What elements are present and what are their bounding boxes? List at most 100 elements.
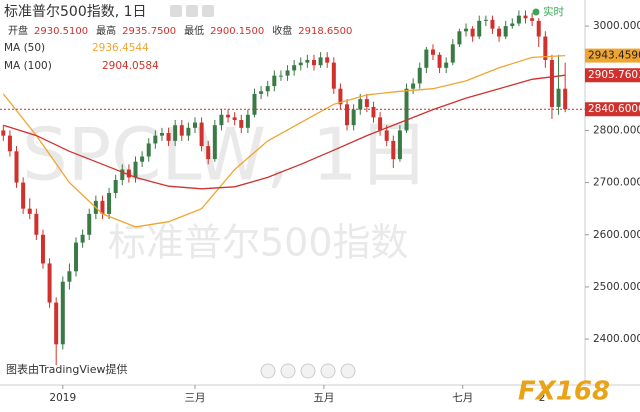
nav-button[interactable] [320, 363, 336, 379]
ohlc-value: 2935.7500 [122, 26, 176, 37]
candle-body [27, 208, 32, 214]
legend: 标准普尔500指数, 1日 实时 开盘 2930.5100 最高 2935.7500 最… [4, 4, 564, 72]
x-tick-label: 2 [539, 392, 546, 404]
legend-button[interactable] [186, 5, 198, 17]
candle-body [1, 130, 6, 136]
candle-body [40, 234, 45, 264]
candle-body [530, 18, 535, 21]
nav-button[interactable] [300, 363, 316, 379]
y-tick-label: 2400.0000 [593, 333, 640, 345]
candle-body [206, 146, 211, 160]
legend-button[interactable] [170, 5, 182, 17]
price-label-box [585, 48, 640, 63]
ohlc-label: 开盘 [8, 24, 28, 37]
price-label: 2943.4590 [588, 50, 640, 62]
navigation [260, 363, 356, 379]
candle-body [378, 117, 383, 131]
x-tick-label: 2019 [49, 392, 76, 404]
ohlc-value: 2918.6500 [298, 26, 352, 37]
candle-body [74, 242, 79, 272]
candle-body [516, 15, 521, 24]
realtime-dot [532, 8, 540, 16]
candle-body [450, 44, 455, 63]
candle-body [232, 117, 237, 120]
candle-body [166, 133, 171, 141]
candle-body [338, 88, 343, 105]
candle-body [397, 130, 402, 160]
ma-line [3, 74, 566, 190]
candle-body [311, 59, 316, 66]
ma-legend-name: MA (50) [4, 42, 45, 54]
x-tick-label: 七月 [452, 392, 473, 404]
plot [0, 10, 585, 366]
candle-body [107, 193, 112, 214]
candle-body [490, 19, 495, 29]
candle-body [384, 130, 389, 141]
candle-body [457, 31, 462, 45]
candle-body [391, 140, 396, 160]
ma-legend-value: 2936.4544 [92, 42, 149, 54]
candle-body [543, 36, 548, 60]
candle-body [133, 161, 138, 178]
candle-body [126, 169, 131, 178]
nav-button[interactable] [260, 363, 276, 379]
candle-body [199, 122, 204, 147]
legend-button[interactable] [202, 5, 214, 17]
y-tick-label: 3000.0000 [593, 20, 640, 32]
candle-body [318, 57, 323, 66]
x-tick-label: 三月 [185, 392, 206, 404]
watermark: SPCLW, 1日 [22, 113, 430, 197]
candle-body [345, 104, 350, 126]
candle-body [430, 49, 435, 55]
candle-body [146, 143, 151, 157]
x-tick-label: 五月 [313, 392, 334, 404]
chart-title: 标准普尔500指数, 1日 [4, 4, 147, 20]
ohlc-value: 2930.5100 [34, 26, 88, 37]
candle-body [424, 49, 429, 68]
ohlc-label: 收盘 [272, 24, 292, 37]
candle-body [87, 213, 92, 235]
candle-body [219, 114, 224, 126]
candle-body [556, 88, 561, 107]
candle-body [510, 23, 515, 27]
candle-body [351, 109, 356, 126]
candle-body [186, 127, 191, 136]
ohlc-value: 2900.1500 [210, 26, 264, 37]
candle-body [212, 125, 217, 160]
candle-body [7, 135, 12, 152]
candle-body [536, 20, 541, 37]
candle-body [523, 15, 528, 19]
candle-body [549, 59, 554, 107]
y-tick-label: 2700.0000 [593, 177, 640, 189]
candle-body [140, 156, 145, 162]
candle-body [437, 54, 442, 68]
candle-body [404, 88, 409, 131]
candle-body [67, 271, 72, 282]
y-tick-label: 2500.0000 [593, 281, 640, 293]
ma-legend-value: 2904.0584 [102, 60, 159, 72]
candle-body [193, 122, 197, 128]
candle-body [272, 75, 277, 87]
candle-body [226, 114, 231, 118]
axes: 3000.0000 2800.0000 2700.0000 2600.0000 2500… [49, 20, 640, 404]
candle-body [411, 83, 416, 89]
candle-body [298, 62, 303, 66]
ma-legend-name: MA (100) [4, 60, 52, 72]
candle-body [470, 28, 475, 37]
candle-body [483, 19, 488, 21]
price-label-box [585, 102, 640, 117]
candle-body [503, 26, 508, 37]
candle-body [14, 151, 19, 183]
candle-body [21, 182, 26, 209]
nav-button[interactable] [340, 363, 356, 379]
candle-body [113, 179, 118, 194]
candle-body [265, 86, 270, 92]
candle-body [159, 133, 164, 136]
ma-line [2, 54, 566, 228]
nav-button[interactable] [280, 363, 296, 379]
candle-body [278, 75, 283, 77]
